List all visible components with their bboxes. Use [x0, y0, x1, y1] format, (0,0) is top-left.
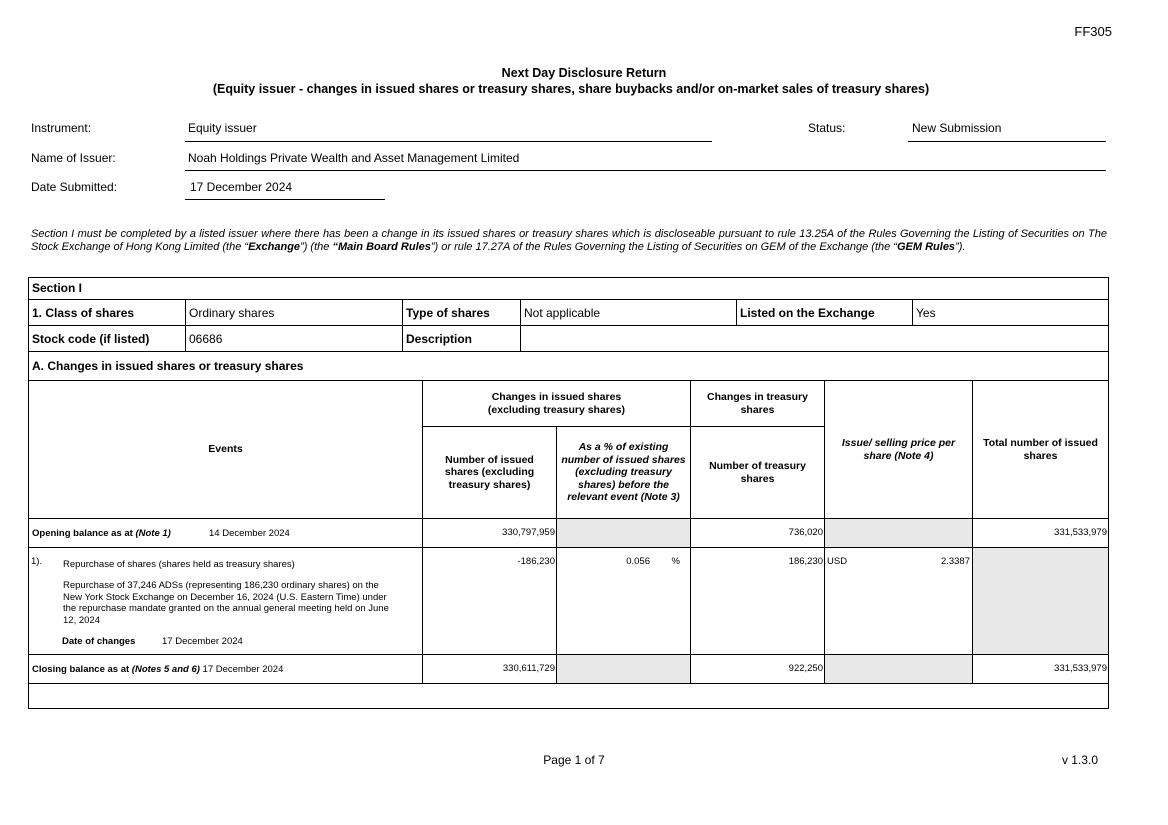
page-subtitle: (Equity issuer - changes in issued share… [212, 82, 930, 96]
issuer-label: Name of Issuer: [31, 151, 116, 165]
opening-note: (Note 1) [135, 528, 171, 539]
intro-part: Exchange [248, 241, 301, 253]
status-value: New Submission [912, 121, 1002, 135]
stock-code-value: 06686 [185, 325, 403, 352]
form-code: FF305 [1074, 24, 1112, 39]
closing-label: Closing balance as at [32, 664, 132, 675]
date-label: Date Submitted: [31, 180, 118, 194]
event-issued: -186,230 [422, 547, 557, 655]
header-num-issued: Number of issued shares (excluding treas… [422, 426, 557, 519]
event-number: 1). [31, 556, 43, 567]
opening-pct-empty [556, 518, 691, 548]
event-treasury: 186,230 [690, 547, 825, 655]
page-number: Page 1 of 7 [543, 753, 605, 767]
empty-row [28, 683, 1109, 709]
intro-part: GEM Rules [896, 241, 956, 253]
description-value [520, 325, 1109, 352]
opening-issued: 330,797,959 [422, 518, 557, 548]
divider [185, 170, 1106, 171]
event-description: Repurchase of 37,246 ADSs (representing … [63, 580, 389, 626]
closing-treasury: 922,250 [690, 654, 825, 684]
closing-pct-empty [556, 654, 691, 684]
closing-note: (Notes 5 and 6) [131, 664, 200, 675]
header-pct: As a % of existing number of issued shar… [556, 426, 691, 519]
stock-code-label: Stock code (if listed) [28, 325, 186, 352]
intro-text: Section I must be completed by a listed … [31, 228, 1107, 254]
instrument-label: Instrument: [31, 121, 92, 135]
intro-part: “Main Board Rules [332, 241, 431, 253]
version: v 1.3.0 [1061, 753, 1098, 767]
event-title: Repurchase of shares (shares held as tre… [63, 559, 295, 570]
opening-treasury: 736,020 [690, 518, 825, 548]
divider [185, 199, 385, 200]
header-num-treasury: Number of treasury shares [690, 426, 825, 519]
header-issued-group: Changes in issued shares (excluding trea… [422, 380, 691, 427]
header-price: Issue/ selling price per share (Note 4) [824, 380, 973, 519]
closing-total: 331,533,979 [972, 654, 1109, 684]
event-price: 2.3387 [940, 556, 970, 567]
event-currency: USD [827, 556, 848, 567]
class-value: Ordinary shares [185, 299, 403, 326]
event-price-cell: USD 2.3387 [824, 547, 973, 655]
date-of-changes-value: 17 December 2024 [162, 636, 243, 647]
intro-part: ”) (the [300, 241, 333, 253]
instrument-value: Equity issuer [188, 121, 257, 135]
header-total: Total number of issued shares [972, 380, 1109, 519]
opening-balance-label: Opening balance as at (Note 1) 14 Decembe… [28, 518, 423, 548]
intro-part: ”). [955, 241, 966, 253]
event-pct: 0.056 [626, 556, 650, 567]
date-of-changes-label: Date of changes [62, 636, 136, 647]
opening-date: 14 December 2024 [209, 528, 290, 539]
closing-issued: 330,611,729 [422, 654, 557, 684]
header-treasury-group: Changes in treasury shares [690, 380, 825, 427]
type-value: Not applicable [520, 299, 737, 326]
opening-total: 331,533,979 [972, 518, 1109, 548]
page-title: Next Day Disclosure Return [501, 66, 667, 80]
section-a-title: A. Changes in issued shares or treasury … [28, 351, 1109, 381]
issuer-value: Noah Holdings Private Wealth and Asset M… [188, 151, 520, 165]
listed-label: Listed on the Exchange [736, 299, 913, 326]
description-label: Description [402, 325, 521, 352]
opening-price-empty [824, 518, 973, 548]
closing-balance-label: Closing balance as at (Notes 5 and 6) 17… [28, 654, 423, 684]
type-label: Type of shares [402, 299, 521, 326]
listed-value: Yes [912, 299, 1109, 326]
opening-label: Opening balance as at [32, 528, 136, 539]
intro-part: ”) or rule 17.27A of the Rules Governing… [430, 241, 897, 253]
intro-part: Section I must be completed by a listed … [31, 228, 1107, 253]
section-title: Section I [28, 277, 1109, 300]
event-total-empty [972, 547, 1109, 655]
header-events: Events [28, 380, 423, 519]
closing-date: 17 December 2024 [202, 664, 284, 675]
divider [185, 141, 712, 142]
closing-price-empty [824, 654, 973, 684]
status-label: Status: [808, 121, 846, 135]
divider [908, 141, 1106, 142]
event-cell: 1). Repurchase of shares (shares held as… [28, 547, 423, 655]
event-pct-unit: % [671, 556, 680, 567]
date-value: 17 December 2024 [190, 180, 293, 194]
event-pct-cell: 0.056% [556, 547, 691, 655]
class-label: 1. Class of shares [28, 299, 186, 326]
